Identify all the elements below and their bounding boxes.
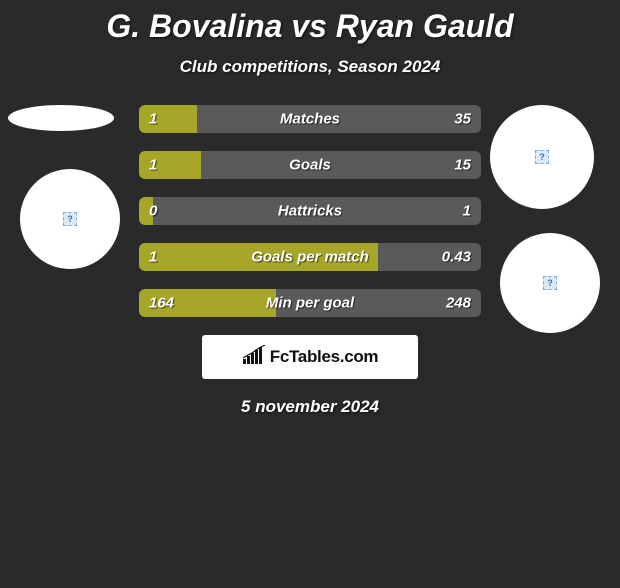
stat-right-value: 1 — [463, 203, 471, 220]
stat-bar: 1 35 Matches — [139, 105, 481, 133]
stat-label: Goals — [289, 157, 331, 174]
stat-left-value: 0 — [149, 203, 157, 220]
image-placeholder-icon — [543, 276, 557, 290]
image-placeholder-icon — [535, 150, 549, 164]
stat-label: Hattricks — [278, 203, 342, 220]
comparison-bars: 1 35 Matches 1 15 Goals 0 1 Hattricks 1 0.43 Goals … — [139, 105, 481, 317]
brand-text: FcTables.com — [270, 347, 379, 367]
stat-bar: 1 0.43 Goals per match — [139, 243, 481, 271]
stat-left-value: 1 — [149, 111, 157, 128]
stat-left-value: 164 — [149, 295, 174, 312]
brand-chart-icon — [242, 345, 266, 370]
main-area: 1 35 Matches 1 15 Goals 0 1 Hattricks 1 0.43 Goals … — [0, 105, 620, 417]
stat-right-value: 0.43 — [442, 249, 471, 266]
comparison-subtitle: Club competitions, Season 2024 — [0, 57, 620, 77]
stat-bar-fill — [139, 105, 197, 133]
player-badge-ellipse — [8, 105, 114, 131]
player-avatar-right-1 — [490, 105, 594, 209]
stat-right-value: 248 — [446, 295, 471, 312]
player-avatar-left — [20, 169, 120, 269]
stat-left-value: 1 — [149, 157, 157, 174]
comparison-title: G. Bovalina vs Ryan Gauld — [0, 8, 620, 45]
stat-label: Min per goal — [266, 295, 354, 312]
stat-label: Goals per match — [251, 249, 369, 266]
snapshot-date: 5 november 2024 — [0, 397, 620, 417]
stat-right-value: 15 — [454, 157, 471, 174]
stat-bar: 1 15 Goals — [139, 151, 481, 179]
stat-right-value: 35 — [454, 111, 471, 128]
stat-left-value: 1 — [149, 249, 157, 266]
stat-label: Matches — [280, 111, 340, 128]
right-player-avatars — [490, 105, 620, 355]
player-avatar-right-2 — [500, 233, 600, 333]
image-placeholder-icon — [63, 212, 77, 226]
stat-bar: 0 1 Hattricks — [139, 197, 481, 225]
brand-box: FcTables.com — [202, 335, 418, 379]
stat-bar: 164 248 Min per goal — [139, 289, 481, 317]
